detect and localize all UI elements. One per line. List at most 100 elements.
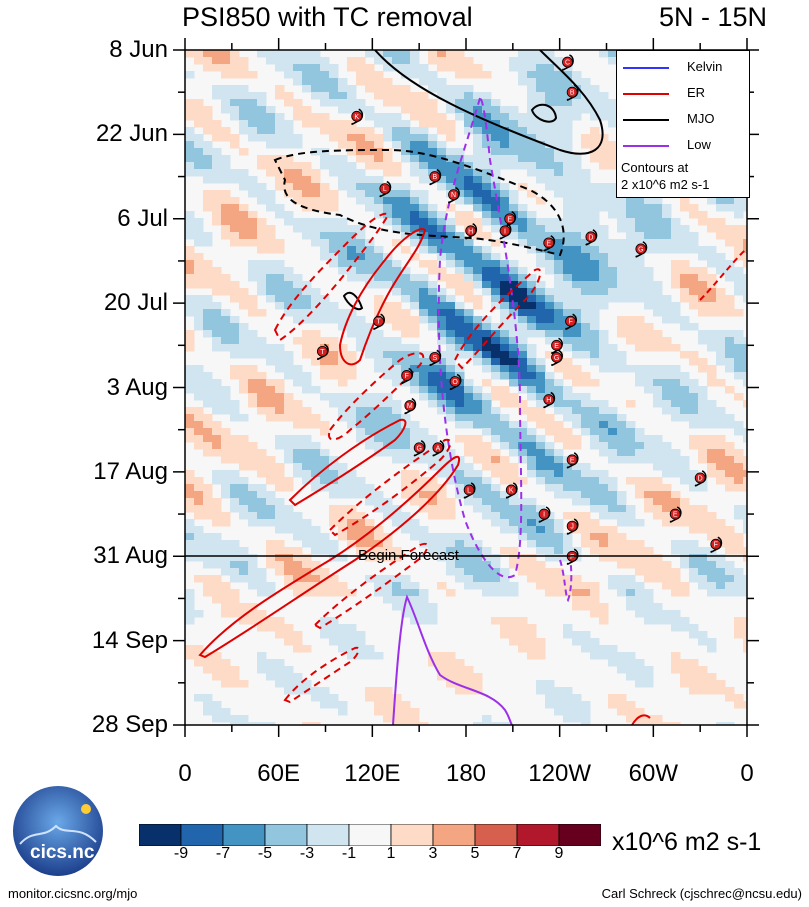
anomaly-cell [626,477,636,485]
anomaly-cell [338,582,348,590]
anomaly-cell [680,225,690,233]
legend-er-swatch [623,93,669,95]
anomaly-cell [689,575,699,583]
anomaly-cell [302,295,312,303]
anomaly-cell [311,442,321,450]
anomaly-cell [194,113,204,121]
anomaly-cell [491,337,501,345]
anomaly-cell [455,288,465,296]
tc-marker-dot [562,56,573,68]
anomaly-cell [509,428,519,436]
anomaly-cell [689,302,699,310]
anomaly-cell [545,232,555,240]
anomaly-cell [257,491,267,499]
legend-er-label: ER [687,85,706,100]
anomaly-cell [347,176,357,184]
anomaly-cell [410,281,420,289]
anomaly-cell [257,183,267,191]
anomaly-cell [257,379,267,387]
anomaly-cell [320,540,330,548]
anomaly-cell [581,470,591,478]
anomaly-cell [707,512,717,520]
anomaly-cell [401,330,411,338]
anomaly-cell [491,267,501,275]
anomaly-cell [248,554,258,562]
anomaly-cell [653,197,663,205]
footer-url[interactable]: monitor.cicsnc.org/mjo [8,886,138,901]
anomaly-cell [509,505,519,513]
anomaly-cell [311,337,321,345]
anomaly-cell [293,645,303,653]
anomaly-cell [302,337,312,345]
anomaly-cell [239,547,249,555]
anomaly-cell [320,687,330,695]
anomaly-cell [419,141,429,149]
anomaly-cell [437,141,447,149]
anomaly-cell [185,225,195,233]
anomaly-cell [482,442,492,450]
anomaly-cell [572,414,582,422]
anomaly-cell [554,162,564,170]
anomaly-cell [545,687,555,695]
tc-marker-dot [429,171,441,182]
anomaly-cell [194,484,204,492]
anomaly-cell [509,267,519,275]
anomaly-cell [734,358,744,366]
anomaly-cell [617,666,627,674]
anomaly-cell [635,197,645,205]
anomaly-cell [653,512,663,520]
anomaly-cell [401,225,411,233]
anomaly-cell [464,393,474,401]
anomaly-cell [401,456,411,464]
anomaly-cell [356,127,366,135]
anomaly-cell [563,183,573,191]
anomaly-cell [437,218,447,226]
anomaly-cell [392,365,402,373]
anomaly-cell [563,694,573,702]
anomaly-cell [482,400,492,408]
anomaly-cell [644,554,654,562]
anomaly-cell [509,141,519,149]
anomaly-cell [482,113,492,121]
anomaly-cell [554,302,564,310]
anomaly-cell [617,253,627,261]
anomaly-cell [572,379,582,387]
anomaly-cell [275,442,285,450]
anomaly-cell [734,463,744,471]
anomaly-cell [275,617,285,625]
anomaly-cell [230,673,240,681]
anomaly-cell [590,351,600,359]
anomaly-cell [545,463,555,471]
anomaly-cell [464,246,474,254]
anomaly-cell [725,386,735,394]
anomaly-cell [365,106,375,114]
anomaly-cell [221,162,231,170]
anomaly-cell [725,442,735,450]
anomaly-cell [662,246,672,254]
anomaly-cell [464,183,474,191]
anomaly-cell [509,624,519,632]
anomaly-cell [347,393,357,401]
anomaly-cell [653,386,663,394]
colorbar-level-label: -3 [299,845,315,862]
anomaly-cell [518,372,528,380]
anomaly-cell [239,442,249,450]
anomaly-cell [284,57,294,65]
anomaly-cell [257,120,267,128]
anomaly-cell [374,176,384,184]
anomaly-cell [509,400,519,408]
anomaly-cell [716,568,726,576]
anomaly-cell [203,505,213,513]
anomaly-cell [734,246,744,254]
anomaly-cell [689,379,699,387]
anomaly-cell [221,99,231,107]
anomaly-cell [536,141,546,149]
anomaly-cell [212,204,222,212]
anomaly-cell [509,379,519,387]
anomaly-cell [455,57,465,65]
anomaly-cell [428,239,438,247]
anomaly-cell [707,582,717,590]
anomaly-cell [635,442,645,450]
anomaly-cell [230,85,240,93]
anomaly-cell [662,498,672,506]
